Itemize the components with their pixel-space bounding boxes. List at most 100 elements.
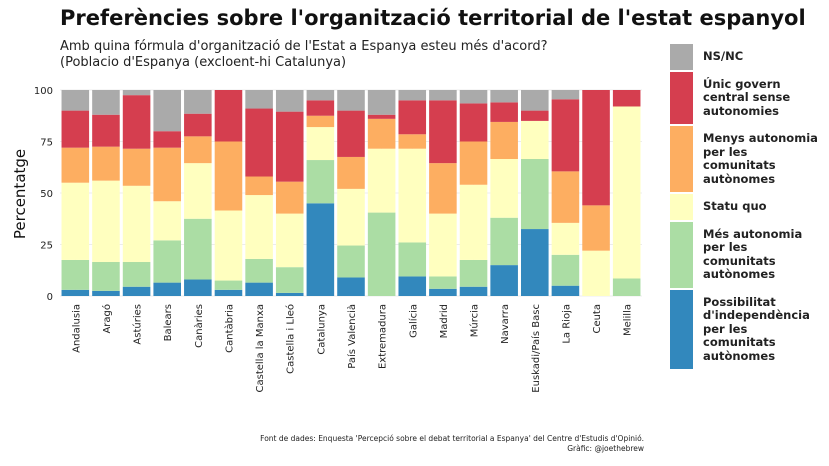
bar-segment — [153, 147, 181, 202]
legend-label: Més autonomia per les comunitats autònomes — [703, 227, 802, 282]
bar-segment — [337, 277, 365, 296]
bar-segment — [214, 210, 243, 281]
bar-segment — [490, 217, 518, 266]
bar-segment — [398, 100, 427, 135]
bar-segment — [521, 159, 549, 230]
bar-segment — [337, 90, 365, 111]
legend-label-line: NS/NC — [703, 49, 744, 63]
legend-label-line: autònomes — [703, 171, 776, 186]
legend-label-line: per les — [703, 240, 748, 254]
legend-label-line: autònomes — [703, 267, 776, 281]
bar-segment — [367, 90, 396, 115]
x-tick-label: Catalunya — [316, 304, 327, 355]
bar-segment — [337, 245, 365, 278]
legend-label-line: Menys autonomia — [703, 131, 818, 145]
x-tick-label: Melilla — [623, 304, 634, 336]
bar-segment — [92, 290, 120, 296]
bar-segment — [429, 100, 457, 164]
bar-segment — [459, 286, 488, 296]
bar-segment — [153, 240, 181, 283]
bar-segment — [398, 148, 427, 243]
legend-label: Únic govern central sense autonomies — [703, 77, 791, 119]
bar-segment — [275, 90, 304, 112]
bar-segment — [92, 114, 120, 147]
bar-segment — [582, 250, 610, 296]
bar-segment — [521, 229, 549, 296]
x-tick-label: Castella i Lleó — [285, 304, 297, 374]
bar-segment — [306, 203, 335, 296]
legend-label: Menys autonomia per les comunitats autònome… — [703, 131, 818, 186]
bar-segment — [306, 160, 335, 204]
bar-segment — [184, 218, 212, 280]
bar-segment — [551, 285, 580, 296]
bar-segment — [429, 288, 457, 296]
subtitle-line-1: Amb quina fórmula d'organització de l'Es… — [60, 39, 548, 54]
legend-label-line: autònomes — [703, 348, 776, 363]
x-tick-label: Castella la Manxa — [255, 304, 266, 392]
bar-segment — [429, 276, 457, 289]
x-tick-label: Euskadi/País Basc — [530, 304, 542, 393]
bar-segment — [459, 259, 488, 287]
bar-segment — [153, 131, 181, 148]
legend-item-indep: Possibilitat d'independència per les comuni… — [670, 289, 829, 369]
y-tick-label: 50 — [40, 189, 53, 200]
bar-segment — [275, 267, 304, 293]
bar-segment — [521, 90, 549, 111]
x-tick-label: La Rioja — [561, 304, 572, 344]
bar-segment — [122, 262, 151, 287]
bar-segment — [92, 90, 120, 115]
bar-segment — [245, 108, 273, 177]
bar-stacks — [61, 90, 641, 296]
bar-segment — [490, 265, 518, 296]
bar-segment — [490, 90, 518, 103]
bar-segment — [367, 118, 396, 149]
bar-segment — [245, 195, 273, 259]
bar-segment — [521, 110, 549, 121]
bar-segment — [61, 182, 90, 260]
legend-item-nsnc: NS/NC — [670, 44, 829, 70]
x-tick-label: Múrcia — [469, 304, 481, 337]
x-tick-label: Canàries — [193, 304, 205, 348]
legend-label-line: Possibilitat — [703, 294, 776, 309]
chart-title: Preferències sobre l'organització territ… — [60, 6, 806, 30]
bar-segment — [184, 113, 212, 137]
bar-segment — [429, 163, 457, 214]
legend-item-menys: Menys autonomia per les comunitats autònome… — [670, 126, 829, 192]
bar-segment — [184, 90, 212, 114]
caption-source: Font de dades: Enquesta 'Percepció sobre… — [260, 434, 644, 443]
bar-segment — [214, 141, 243, 211]
bar-segment — [61, 289, 90, 296]
legend-swatch — [670, 71, 693, 124]
legend-label-line: comunitats — [703, 335, 776, 349]
bar-segment — [429, 90, 457, 101]
bar-segment — [61, 90, 90, 111]
bar-segment — [367, 114, 396, 119]
bar-segment — [61, 147, 90, 183]
legend-swatch — [670, 126, 693, 192]
legend-label-line: Statu quo — [703, 199, 767, 213]
caption-credit: Gràfic: @joethebrew — [567, 444, 644, 453]
bar-segment — [61, 110, 90, 148]
bar-segment — [551, 99, 580, 172]
x-tick-label: Galícia — [407, 304, 419, 338]
x-tick-label: Aragó — [101, 304, 113, 334]
x-tick-label: Madrid — [439, 304, 450, 338]
bar-segment — [490, 159, 518, 218]
legend-swatch — [670, 194, 693, 220]
bar-segment — [153, 282, 181, 296]
y-tick-label: 75 — [40, 138, 53, 149]
legend-label-line: central sense — [703, 90, 791, 104]
bar-segment — [275, 213, 304, 268]
bar-segment — [122, 148, 151, 186]
bar-segment — [398, 242, 427, 277]
bar-segment — [61, 259, 90, 290]
bar-segment — [184, 279, 212, 296]
bar-segment — [337, 188, 365, 246]
x-tick-label: Cantàbria — [223, 304, 235, 353]
legend-label: Statu quo — [703, 199, 767, 214]
bar-segment — [551, 90, 580, 100]
bar-segment — [184, 163, 212, 219]
bar-segment — [582, 205, 610, 251]
legend-swatch — [670, 44, 693, 70]
